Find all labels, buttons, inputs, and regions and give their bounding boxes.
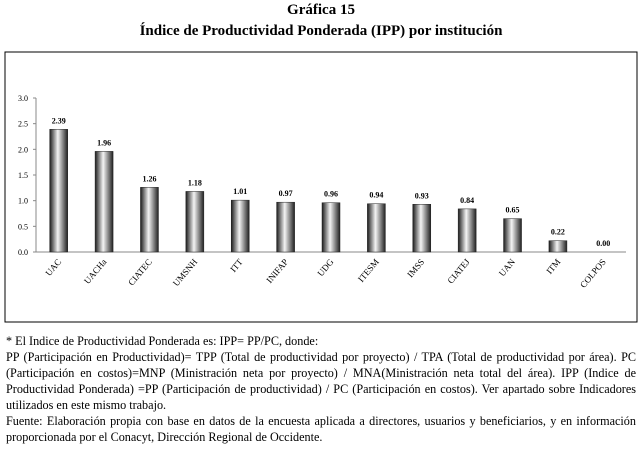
x-tick-label: CIATEJ — [445, 256, 472, 285]
value-label: 0.93 — [415, 191, 429, 200]
y-tick-label: 2.0 — [18, 145, 28, 154]
bar — [230, 199, 250, 253]
value-label: 0.65 — [506, 206, 520, 215]
bar — [49, 129, 68, 253]
y-tick-label: 0.0 — [18, 248, 28, 257]
bar — [185, 191, 205, 253]
x-tick-label: ITM — [544, 257, 562, 276]
y-tick-label: 3.0 — [18, 94, 28, 103]
bar — [140, 187, 159, 253]
value-label: 0.96 — [324, 190, 338, 199]
y-tick-label: 1.5 — [18, 171, 28, 180]
chart-frame — [4, 51, 638, 323]
x-tick-label: IMSS — [405, 257, 426, 280]
value-label: 2.39 — [52, 116, 66, 125]
x-tick-label: COLPOS — [578, 257, 608, 290]
bar — [503, 218, 522, 253]
note: Fuente: Elaboración propia con base en d… — [6, 414, 636, 444]
bar — [367, 203, 386, 253]
y-tick-label: 0.5 — [18, 222, 28, 231]
note: * El Indice de Productividad Ponderada e… — [6, 334, 319, 348]
x-tick-label: UMSNH — [171, 256, 200, 288]
bar — [548, 240, 568, 253]
x-tick-label: UAN — [497, 256, 518, 278]
y-tick-label: 1.0 — [18, 197, 28, 206]
value-label: 1.96 — [97, 138, 111, 147]
x-tick-label: UDG — [315, 256, 336, 278]
chart-subtitle: Índice de Productividad Ponderada (IPP) … — [140, 22, 503, 39]
x-tick-label: INIFAP — [264, 257, 290, 285]
note: PP (Participación en Productividad)= TPP… — [6, 350, 636, 412]
value-label: 0.00 — [596, 239, 610, 248]
x-tick-label: CIATEC — [126, 257, 154, 288]
x-tick-label: ITT — [228, 256, 245, 274]
value-label: 1.01 — [233, 187, 247, 196]
y-tick-label: 2.5 — [18, 120, 28, 129]
x-tick-label: UAC — [43, 257, 63, 278]
notes: * El Indice de Productividad Ponderada e… — [6, 333, 636, 445]
bar — [457, 208, 477, 253]
chart: Gráfica 15 Índice de Productividad Ponde… — [4, 2, 638, 323]
bar — [321, 202, 341, 253]
value-label: 0.84 — [460, 196, 474, 205]
value-label: 1.26 — [142, 174, 156, 183]
bar — [94, 151, 114, 253]
value-label: 0.22 — [551, 228, 565, 237]
bar — [276, 201, 295, 253]
value-label: 0.94 — [369, 191, 383, 200]
bar — [412, 204, 432, 253]
chart-title: Gráfica 15 — [287, 2, 355, 18]
x-tick-label: UACHa — [82, 257, 109, 286]
value-label: 0.97 — [279, 189, 293, 198]
x-tick-label: ITESM — [356, 257, 381, 284]
value-label: 1.18 — [188, 178, 202, 187]
